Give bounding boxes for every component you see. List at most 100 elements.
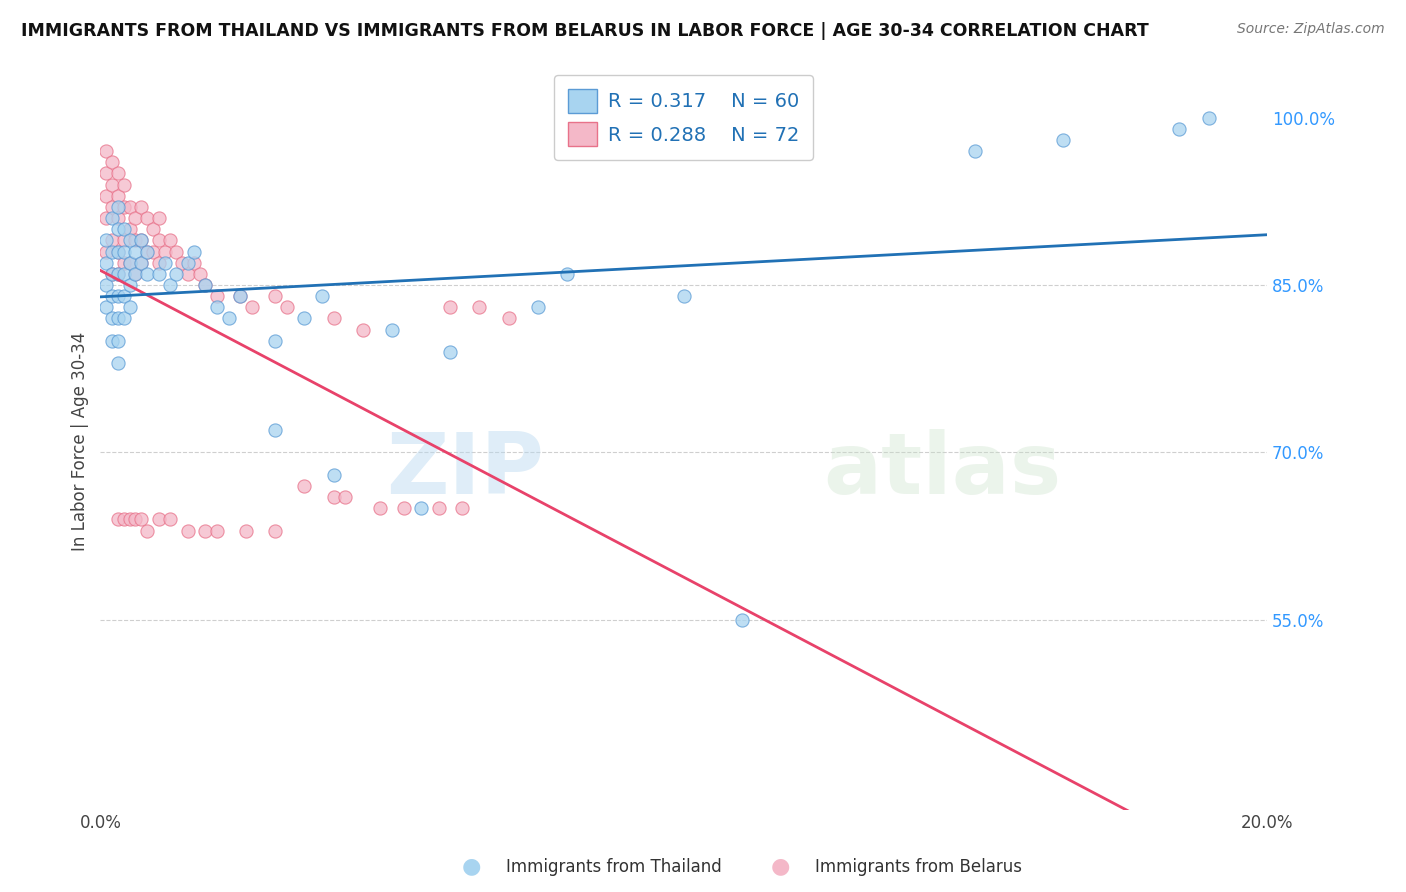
Point [1168, 121, 1191, 136]
Point [229, 289, 252, 303]
Point [322, 311, 344, 326]
Point [177, 256, 200, 270]
Point [527, 301, 550, 315]
Point [107, 166, 129, 180]
Point [112, 512, 135, 526]
Text: ZIP: ZIP [385, 429, 544, 512]
Text: Immigrants from Thailand: Immigrants from Thailand [506, 858, 721, 876]
Point [101, 267, 124, 281]
Point [194, 278, 217, 293]
Point [107, 267, 129, 281]
Point [96, 188, 118, 202]
Point [205, 524, 228, 538]
Point [112, 267, 135, 281]
Point [183, 244, 205, 259]
Point [101, 289, 124, 303]
Point [555, 267, 578, 281]
Point [101, 211, 124, 225]
Point [148, 211, 170, 225]
Point [107, 188, 129, 202]
Point [264, 423, 287, 437]
Point [96, 166, 118, 180]
Point [101, 233, 124, 247]
Point [118, 256, 141, 270]
Point [218, 311, 240, 326]
Point [731, 613, 754, 627]
Point [101, 155, 124, 169]
Point [107, 244, 129, 259]
Point [112, 200, 135, 214]
Point [129, 233, 152, 247]
Point [264, 289, 287, 303]
Point [235, 524, 257, 538]
Point [124, 211, 146, 225]
Point [101, 311, 124, 326]
Point [96, 278, 118, 293]
Text: Source: ZipAtlas.com: Source: ZipAtlas.com [1237, 22, 1385, 37]
Point [229, 289, 252, 303]
Point [129, 200, 152, 214]
Point [136, 524, 159, 538]
Text: ●: ● [461, 856, 481, 876]
Point [118, 200, 141, 214]
Point [148, 512, 170, 526]
Point [177, 524, 200, 538]
Point [411, 501, 433, 516]
Point [177, 267, 200, 281]
Point [1198, 111, 1220, 125]
Point [148, 256, 170, 270]
Point [294, 479, 316, 493]
Point [188, 267, 211, 281]
Point [136, 267, 159, 281]
Point [159, 278, 181, 293]
Point [124, 512, 146, 526]
Point [159, 233, 181, 247]
Point [96, 233, 118, 247]
Point [392, 501, 415, 516]
Point [118, 222, 141, 236]
Point [439, 345, 461, 359]
Point [101, 178, 124, 192]
Point [101, 244, 124, 259]
Point [107, 334, 129, 348]
Point [107, 289, 129, 303]
Point [112, 178, 135, 192]
Point [153, 256, 176, 270]
Point [264, 334, 287, 348]
Point [1052, 133, 1074, 147]
Point [148, 233, 170, 247]
Point [124, 267, 146, 281]
Point [112, 244, 135, 259]
Point [112, 311, 135, 326]
Point [294, 311, 316, 326]
Point [96, 144, 118, 158]
Point [165, 244, 187, 259]
Point [205, 301, 228, 315]
Point [129, 256, 152, 270]
Point [129, 233, 152, 247]
Y-axis label: In Labor Force | Age 30-34: In Labor Force | Age 30-34 [72, 332, 89, 551]
Point [118, 233, 141, 247]
Point [451, 501, 474, 516]
Point [96, 244, 118, 259]
Point [136, 211, 159, 225]
Point [118, 301, 141, 315]
Point [124, 244, 146, 259]
Point [101, 267, 124, 281]
Point [439, 301, 461, 315]
Text: atlas: atlas [824, 429, 1062, 512]
Point [107, 200, 129, 214]
Point [112, 222, 135, 236]
Point [107, 244, 129, 259]
Point [107, 267, 129, 281]
Point [322, 467, 344, 482]
Point [352, 323, 374, 337]
Point [107, 512, 129, 526]
Point [498, 311, 520, 326]
Point [129, 512, 152, 526]
Point [129, 256, 152, 270]
Point [468, 301, 491, 315]
Point [124, 233, 146, 247]
Text: ●: ● [770, 856, 790, 876]
Point [118, 278, 141, 293]
